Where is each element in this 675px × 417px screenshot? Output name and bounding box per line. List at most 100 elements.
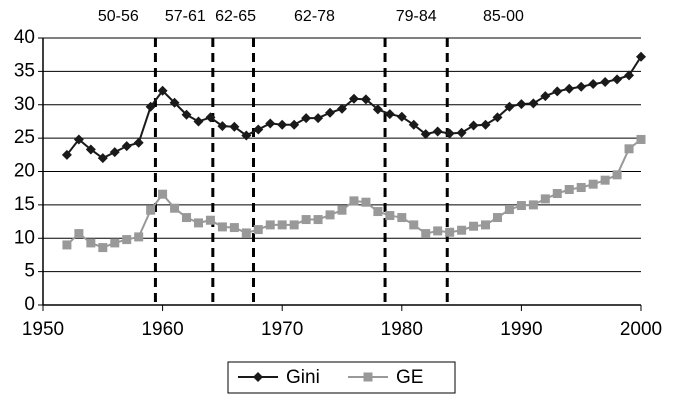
marker bbox=[158, 189, 168, 199]
y-tick-label: 0 bbox=[24, 294, 35, 315]
marker bbox=[480, 119, 491, 130]
period-label: 62-78 bbox=[294, 8, 335, 25]
period-label: 62-65 bbox=[215, 8, 256, 25]
marker bbox=[576, 183, 586, 193]
marker bbox=[636, 51, 646, 62]
marker bbox=[600, 77, 611, 88]
marker bbox=[385, 211, 395, 221]
y-tick-label: 40 bbox=[14, 27, 35, 48]
marker bbox=[373, 207, 383, 217]
marker bbox=[564, 83, 575, 94]
legend-marker bbox=[363, 372, 373, 382]
marker bbox=[432, 126, 443, 137]
x-tick-label: 1950 bbox=[22, 319, 64, 340]
marker bbox=[181, 109, 192, 120]
marker bbox=[241, 130, 252, 141]
marker bbox=[133, 137, 144, 148]
marker bbox=[469, 221, 479, 231]
marker bbox=[516, 201, 526, 211]
marker bbox=[277, 119, 288, 130]
marker bbox=[182, 213, 192, 223]
marker bbox=[241, 228, 251, 238]
marker bbox=[313, 215, 323, 225]
marker bbox=[348, 93, 359, 104]
marker bbox=[109, 147, 120, 158]
marker bbox=[588, 179, 598, 189]
marker bbox=[445, 227, 455, 237]
marker bbox=[612, 74, 623, 85]
marker bbox=[301, 113, 312, 124]
marker bbox=[217, 121, 228, 132]
marker bbox=[265, 118, 276, 129]
marker bbox=[277, 220, 287, 230]
x-tick-label: 1980 bbox=[381, 319, 423, 340]
marker bbox=[145, 101, 156, 112]
legend-label: GE bbox=[396, 367, 423, 388]
marker bbox=[349, 196, 359, 206]
marker bbox=[253, 225, 263, 235]
y-tick-label: 5 bbox=[24, 261, 35, 282]
marker bbox=[420, 129, 431, 140]
marker bbox=[313, 113, 324, 124]
marker bbox=[396, 111, 407, 122]
marker bbox=[528, 98, 539, 109]
marker bbox=[325, 107, 336, 118]
period-label: 57-61 bbox=[165, 8, 206, 25]
marker bbox=[552, 86, 563, 97]
marker bbox=[61, 149, 72, 160]
marker bbox=[528, 200, 538, 210]
marker bbox=[361, 197, 371, 207]
marker bbox=[504, 205, 514, 215]
period-label: 85-00 bbox=[483, 8, 524, 25]
marker bbox=[433, 226, 443, 236]
marker bbox=[588, 79, 599, 90]
marker bbox=[229, 223, 239, 233]
marker bbox=[540, 194, 550, 204]
period-label: 50-56 bbox=[98, 8, 139, 25]
marker bbox=[564, 185, 574, 195]
marker bbox=[134, 232, 144, 242]
marker bbox=[253, 124, 264, 135]
marker bbox=[193, 116, 204, 127]
marker bbox=[121, 141, 132, 152]
marker bbox=[612, 170, 622, 180]
period-label: 79-84 bbox=[396, 8, 437, 25]
y-tick-label: 10 bbox=[14, 227, 35, 248]
marker bbox=[217, 222, 227, 232]
marker bbox=[110, 238, 120, 248]
marker bbox=[360, 94, 371, 105]
marker bbox=[492, 112, 503, 123]
marker bbox=[384, 109, 395, 120]
marker bbox=[98, 243, 108, 253]
marker bbox=[624, 144, 634, 154]
marker bbox=[193, 218, 203, 228]
marker bbox=[468, 120, 479, 131]
y-tick-label: 35 bbox=[14, 60, 35, 81]
legend: Gini GE bbox=[227, 361, 456, 394]
marker bbox=[409, 220, 419, 230]
marker bbox=[122, 235, 132, 245]
marker bbox=[97, 153, 108, 164]
marker bbox=[552, 189, 562, 199]
marker bbox=[146, 205, 156, 215]
marker bbox=[481, 220, 491, 230]
marker bbox=[205, 112, 216, 123]
marker bbox=[62, 240, 72, 250]
marker bbox=[492, 213, 502, 223]
marker bbox=[372, 104, 383, 115]
marker bbox=[636, 134, 646, 144]
marker bbox=[456, 127, 467, 138]
marker bbox=[289, 220, 299, 230]
marker bbox=[74, 229, 84, 239]
marker bbox=[457, 225, 467, 235]
marker bbox=[325, 210, 335, 220]
x-tick-label: 1960 bbox=[141, 319, 183, 340]
marker bbox=[624, 70, 635, 81]
marker bbox=[86, 238, 96, 248]
marker bbox=[169, 97, 180, 108]
y-tick-label: 20 bbox=[14, 161, 35, 182]
marker bbox=[229, 121, 240, 132]
y-tick-label: 15 bbox=[14, 194, 35, 215]
marker bbox=[289, 119, 300, 130]
